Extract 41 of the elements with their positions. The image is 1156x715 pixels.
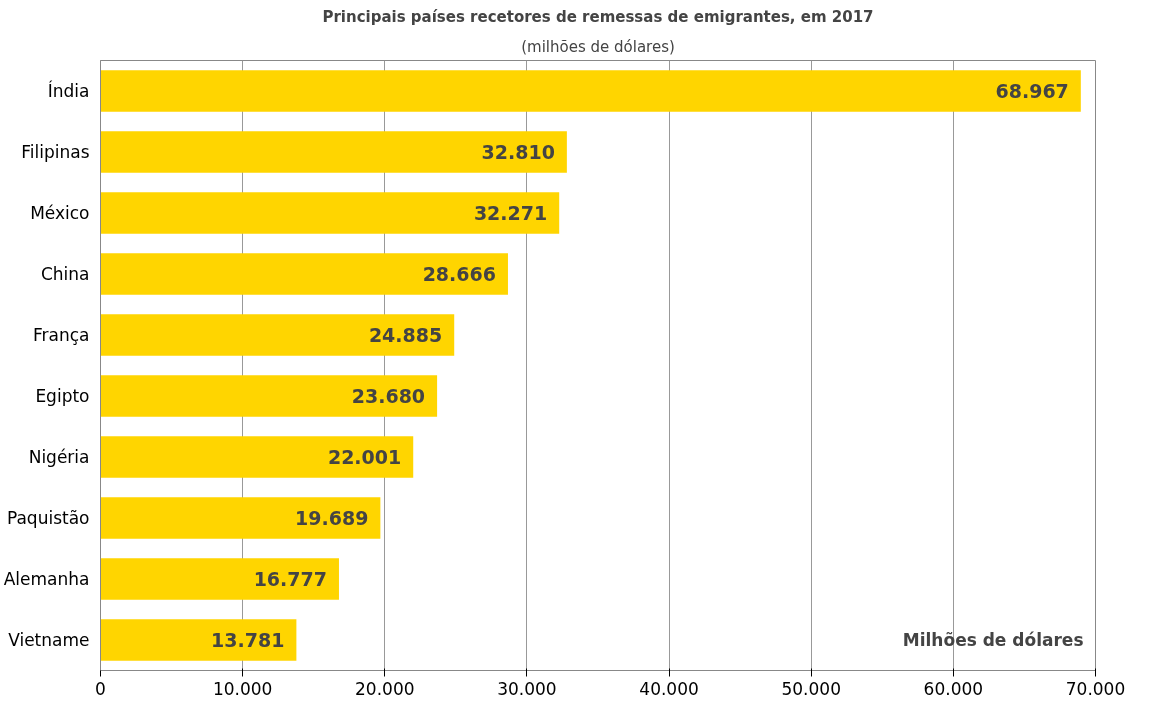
chart-title: Principais países recetores de remessas de emigrantes, em 2017: [322, 7, 874, 26]
data-label: 28.666: [422, 263, 496, 285]
y-tick-label: Alemanha: [3, 569, 90, 589]
y-tick-label: Índia: [47, 80, 90, 101]
x-tick-label: 70.000: [1065, 678, 1126, 699]
bar: [100, 314, 455, 356]
y-tick-label: Egipto: [35, 386, 90, 406]
data-label: 32.271: [473, 202, 548, 224]
y-tick-label: França: [33, 325, 90, 345]
data-label: 19.689: [295, 507, 369, 529]
data-label: 32.810: [481, 141, 555, 163]
data-label: 23.680: [351, 385, 426, 407]
x-tick-label: 50.000: [781, 678, 841, 699]
x-tick-label: 10.000: [212, 678, 273, 699]
data-label: 13.781: [211, 629, 285, 651]
y-tick-label: México: [30, 203, 90, 223]
bar: [100, 192, 560, 234]
bar: [100, 436, 414, 478]
bar: [100, 619, 297, 661]
y-tick-label: Paquistão: [6, 508, 90, 528]
data-label: 16.777: [253, 568, 327, 590]
x-tick-label: 20.000: [355, 678, 415, 699]
bar: [100, 131, 567, 173]
y-tick-label: Nigéria: [28, 447, 90, 467]
data-label: 24.885: [368, 324, 443, 346]
data-label: 22.001: [327, 446, 402, 468]
bar: [100, 253, 508, 295]
bar: [100, 558, 339, 600]
x-tick-label: 60.000: [923, 678, 984, 699]
y-tick-label: China: [40, 264, 90, 284]
bar: [100, 70, 1081, 112]
y-tick-label: Vietname: [8, 630, 90, 650]
x-tick-label: 0: [95, 678, 106, 699]
bar: [100, 375, 438, 417]
x-tick-label: 40.000: [639, 678, 699, 699]
x-axis-title: Milhões de dólares: [902, 630, 1084, 650]
data-label: 68.967: [995, 80, 1069, 102]
chart-subtitle: (milhões de dólares): [521, 37, 675, 56]
y-tick-label: Filipinas: [21, 142, 90, 162]
bar: [100, 497, 381, 539]
x-tick-label: 30.000: [497, 678, 557, 699]
